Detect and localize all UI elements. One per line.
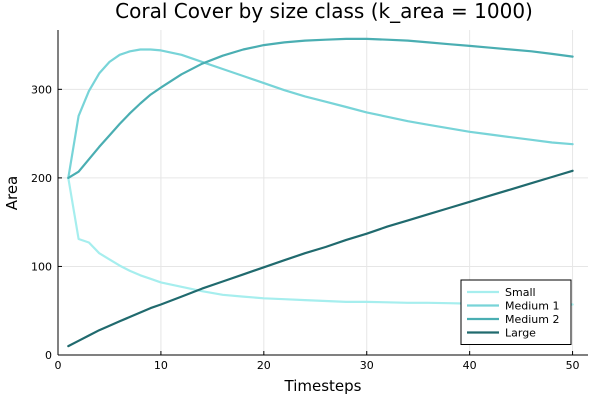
tick-labels: 0 10 20 30 40 50 0 100 200 300: [31, 83, 580, 372]
x-tick-label: 50: [566, 359, 580, 372]
x-axis-label: Timesteps: [284, 377, 362, 395]
chart-title: Coral Cover by size class (k_area = 1000…: [115, 0, 533, 23]
x-tick-label: 30: [360, 359, 374, 372]
legend-label: Medium 1: [505, 300, 559, 313]
series-line-large: [67, 169, 574, 348]
x-tick-label: 0: [55, 359, 62, 372]
legend-label: Small: [505, 286, 536, 299]
x-tick-label: 40: [463, 359, 477, 372]
legend-label: Medium 2: [505, 313, 559, 326]
y-tick-label: 100: [31, 260, 52, 273]
y-axis-label: Area: [3, 176, 21, 211]
legend-label: Large: [505, 327, 536, 340]
y-tick-label: 200: [31, 172, 52, 185]
x-tick-label: 20: [257, 359, 271, 372]
series-lines: [67, 37, 574, 348]
legend-box: [460, 279, 572, 345]
axes: [57, 30, 588, 356]
series-line-medium-2: [67, 37, 574, 179]
y-tick-label: 0: [45, 349, 52, 362]
x-tick-label: 10: [154, 359, 168, 372]
series-line-medium-1: [67, 48, 574, 179]
y-tick-label: 300: [31, 83, 52, 96]
